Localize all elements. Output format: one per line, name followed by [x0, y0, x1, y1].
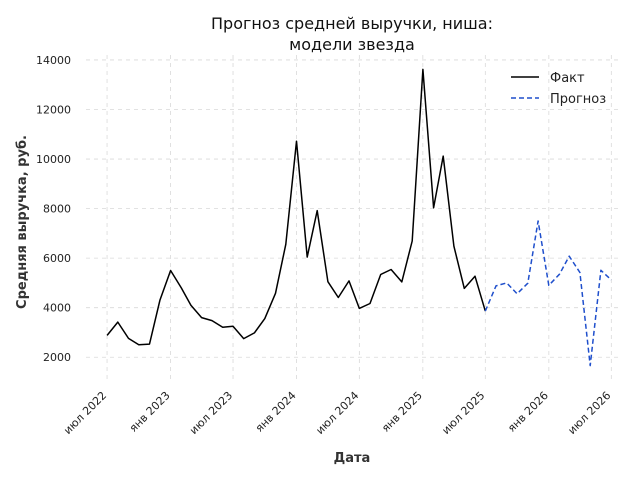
x-tick-label: янв 2025: [379, 389, 425, 435]
x-axis-ticks: июл 2022 янв 2023 июл 2023 янв 2024 июл 2024…: [61, 389, 613, 437]
y-tick-label: 8000: [43, 203, 71, 216]
x-tick-label: янв 2026: [505, 389, 551, 435]
y-tick-label: 14000: [36, 54, 71, 67]
x-tick-label: июл 2026: [565, 389, 613, 437]
y-tick-label: 4000: [43, 302, 71, 315]
y-tick-label: 12000: [36, 104, 71, 117]
series-lines: [106, 68, 612, 367]
legend-label-forecast: Прогноз: [550, 92, 606, 107]
x-tick-label: июл 2023: [187, 389, 235, 437]
legend-label-fact: Факт: [550, 71, 585, 86]
x-tick-label: янв 2023: [127, 389, 173, 435]
y-axis-label: Средняя выручка, руб.: [15, 135, 30, 309]
y-tick-label: 2000: [43, 351, 71, 364]
y-tick-label: 6000: [43, 252, 71, 265]
y-tick-label: 10000: [36, 153, 71, 166]
legend: Факт Прогноз: [511, 71, 606, 107]
chart-title-line-1: Прогноз средней выручки, ниша:: [211, 14, 493, 33]
x-tick-label: июл 2025: [439, 389, 487, 437]
gridlines: [86, 55, 622, 382]
x-tick-label: янв 2024: [253, 389, 299, 435]
chart-title-line-2: модели звезда: [289, 35, 415, 54]
x-axis-label: Дата: [334, 451, 371, 466]
x-tick-label: июл 2022: [61, 389, 109, 437]
x-tick-label: июл 2024: [313, 389, 361, 437]
forecast-series-line: [484, 220, 612, 367]
y-axis-ticks: 2000 4000 6000 8000 10000 12000 14000: [36, 54, 71, 364]
